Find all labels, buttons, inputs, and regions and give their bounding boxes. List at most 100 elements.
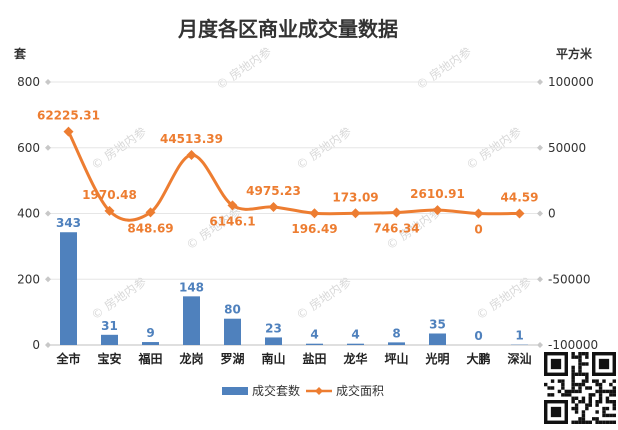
qr-module — [574, 372, 579, 376]
qr-module — [595, 379, 599, 383]
qr-module — [602, 413, 606, 418]
qr-module — [578, 355, 582, 359]
qr-module — [574, 396, 579, 400]
line-data-label: 746.34 — [373, 222, 419, 236]
qr-module — [598, 400, 603, 404]
qr-module — [571, 369, 575, 373]
left-tick-marker — [45, 210, 51, 217]
bar — [306, 343, 323, 345]
left-tick-label: 0 — [32, 338, 40, 352]
qr-module — [574, 355, 579, 359]
qr-module — [602, 420, 606, 424]
qr-module — [605, 413, 610, 418]
qr-module — [571, 420, 575, 424]
category-label: 龙岗 — [179, 351, 203, 366]
legend-line-marker — [315, 387, 323, 395]
category-label: 全市 — [55, 351, 80, 366]
line-point — [186, 149, 197, 160]
qr-module — [578, 400, 582, 404]
qr-module — [581, 372, 586, 376]
qr-module — [605, 406, 610, 411]
qr-module — [581, 420, 586, 424]
qr-module — [585, 386, 589, 390]
qr-module — [571, 365, 575, 370]
left-axis-unit: 套 — [13, 46, 27, 61]
qr-module — [571, 355, 575, 359]
bar-series — [60, 232, 528, 345]
qr-module — [612, 389, 616, 394]
legend-line-label: 成交面积 — [336, 383, 384, 398]
qr-module — [585, 362, 589, 366]
legend-bar-swatch — [222, 387, 248, 395]
qr-module — [550, 379, 555, 383]
right-tick-marker — [537, 79, 543, 85]
bar — [224, 318, 241, 345]
legend-bar-label: 成交套数 — [252, 383, 300, 398]
qr-module — [578, 365, 582, 370]
qr-module — [612, 393, 616, 397]
qr-module — [585, 403, 589, 407]
bar — [142, 342, 159, 345]
qr-code — [544, 352, 616, 424]
line-data-label: 4975.23 — [246, 184, 301, 198]
qr-module — [547, 386, 551, 390]
qr-module — [612, 403, 616, 407]
qr-module — [588, 400, 592, 404]
qr-module — [595, 417, 599, 421]
qr-module — [578, 362, 582, 366]
qr-module — [571, 389, 575, 394]
line-data-label: 848.69 — [127, 221, 173, 235]
qr-module — [592, 379, 596, 383]
right-tick-marker — [537, 276, 543, 283]
bar-data-label: 0 — [474, 329, 482, 343]
watermark-text: © 房地内参 — [413, 44, 474, 93]
grid-lines — [45, 79, 543, 348]
bar-data-label: 35 — [429, 317, 446, 331]
qr-module — [578, 389, 582, 394]
qr-module — [605, 396, 610, 400]
line-data-label: 173.09 — [332, 190, 378, 204]
bar-data-labels: 343 31 9 148 80 23 4 4 8 35 0 1 — [56, 216, 524, 343]
bar — [347, 343, 364, 345]
line-point — [350, 208, 361, 219]
right-tick-marker — [537, 342, 543, 348]
line-data-label: 196.49 — [291, 222, 337, 236]
line-point — [514, 208, 525, 219]
qr-module — [598, 420, 603, 424]
qr-module — [578, 358, 582, 363]
bar-data-label: 9 — [146, 326, 154, 340]
qr-module — [595, 400, 599, 404]
left-tick-marker — [45, 276, 51, 283]
bar-data-label: 4 — [310, 328, 318, 342]
bar-data-label: 1 — [515, 329, 523, 343]
qr-module — [609, 382, 613, 387]
qr-module — [571, 406, 575, 411]
qr-module — [574, 406, 579, 411]
qr-module — [581, 410, 586, 414]
qr-module — [585, 352, 589, 356]
watermark-text: © 房地内参 — [88, 274, 149, 323]
left-tick-label: 400 — [17, 207, 40, 221]
category-label: 坪山 — [384, 351, 408, 366]
line-point — [473, 208, 484, 219]
line-point — [63, 126, 74, 137]
qr-module — [578, 352, 582, 356]
qr-module — [581, 379, 586, 383]
qr-module — [557, 389, 562, 394]
bar-data-label: 8 — [392, 326, 400, 340]
qr-module — [588, 403, 592, 407]
qr-module — [574, 389, 579, 394]
category-label: 光明 — [424, 351, 449, 366]
qr-module — [581, 417, 586, 421]
qr-module — [612, 386, 616, 390]
line-point — [104, 205, 115, 216]
qr-module — [568, 393, 572, 397]
qr-module — [557, 379, 562, 383]
line-data-label: 0 — [474, 223, 482, 237]
qr-module — [602, 410, 606, 414]
left-tick-marker — [45, 79, 51, 85]
legend: 成交套数 成交面积 — [222, 383, 384, 398]
line-point — [391, 207, 402, 218]
